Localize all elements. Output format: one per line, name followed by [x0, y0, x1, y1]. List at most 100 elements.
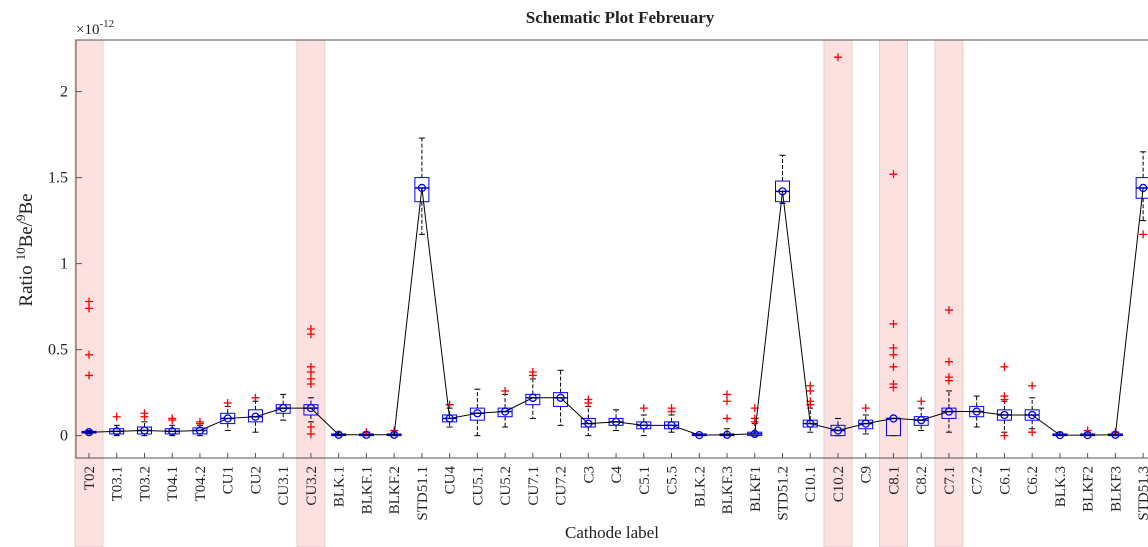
- median-marker: [972, 407, 981, 416]
- median-marker: [112, 427, 121, 436]
- outlier: [889, 383, 898, 392]
- outlier: [889, 170, 898, 179]
- y-multiplier: ×10-12: [76, 18, 114, 38]
- y-tick-label: 0: [60, 428, 68, 445]
- outlier: [944, 376, 953, 385]
- outlier: [584, 398, 593, 407]
- x-tick-label: C8.2: [914, 466, 930, 495]
- outlier: [85, 350, 93, 359]
- outlier: [1000, 431, 1009, 440]
- x-tick-label: BLKF3: [1108, 466, 1124, 512]
- x-tick-label: C6.1: [997, 466, 1013, 495]
- median-marker: [84, 428, 94, 437]
- box: [553, 392, 569, 407]
- x-tick-label: BLKF.2: [387, 466, 403, 514]
- median-marker: [778, 187, 787, 196]
- x-tick-label: C9: [859, 466, 875, 484]
- x-tick-label: CU5.2: [498, 466, 514, 506]
- median-marker: [1111, 430, 1120, 439]
- outlier: [112, 412, 121, 421]
- y-tick-label: 2: [60, 84, 68, 101]
- outlier: [85, 297, 93, 306]
- ylabel-part: Be/: [16, 220, 37, 247]
- median-marker: [1055, 430, 1065, 440]
- x-tick-label: T03.1: [110, 466, 126, 501]
- median-marker: [389, 430, 399, 439]
- median-marker: [806, 419, 815, 428]
- median-marker: [528, 393, 537, 402]
- x-tick-label: CU2: [248, 466, 264, 494]
- box: [247, 409, 263, 423]
- x-tick-label: C3: [581, 466, 597, 484]
- median-marker: [861, 419, 870, 428]
- outlier: [306, 423, 315, 432]
- x-tick-label: C10.2: [831, 466, 847, 502]
- median-marker: [334, 430, 343, 439]
- outlier: [1028, 381, 1037, 390]
- outlier: [223, 398, 232, 407]
- x-tick-label: C5.5: [665, 466, 681, 495]
- outlier: [639, 404, 648, 413]
- outlier: [1028, 428, 1037, 437]
- median-marker: [917, 416, 926, 425]
- outlier: [1000, 362, 1009, 371]
- x-tick-label: C7.2: [970, 466, 986, 495]
- outlier: [195, 419, 204, 428]
- median-marker: [195, 426, 205, 435]
- median-marker: [667, 421, 676, 430]
- outlier: [306, 429, 315, 438]
- x-tick-label: CU1: [221, 466, 237, 494]
- median-marker: [168, 427, 177, 436]
- x-tick-label: C6.2: [1025, 466, 1041, 495]
- outlier: [140, 412, 149, 421]
- median-marker: [1028, 410, 1037, 420]
- x-tick-label: BLKF1: [748, 466, 764, 512]
- outlier: [1083, 426, 1092, 435]
- median-marker: [445, 414, 454, 423]
- outlier: [889, 319, 898, 328]
- outlier: [251, 393, 260, 402]
- ylabel-part: Ratio: [16, 265, 37, 306]
- x-tick-label: BLKF.3: [720, 466, 736, 514]
- highlight-band: [296, 39, 326, 547]
- outlier: [889, 362, 898, 371]
- x-axis-label: Cathode label: [565, 523, 659, 542]
- outlier: [750, 417, 759, 426]
- x-tick-label: CU3.1: [276, 466, 292, 506]
- y-tick-label: 1: [60, 256, 68, 273]
- highlight-layer: [74, 39, 964, 547]
- median-marker: [1000, 410, 1009, 420]
- x-tick-label: BLKF.1: [359, 466, 375, 514]
- outlier: [1139, 230, 1148, 239]
- outlier: [944, 357, 953, 366]
- median-marker: [695, 430, 704, 440]
- median-marker: [611, 417, 621, 427]
- x-tick-label: BLK.3: [1053, 466, 1069, 507]
- chart-title: Schematic Plot Febreuary: [526, 8, 715, 27]
- outlier: [306, 367, 315, 376]
- x-tick-label: C10.1: [803, 466, 819, 502]
- ylabel-sup: 10: [13, 247, 28, 260]
- median-line: [88, 187, 1144, 436]
- median-marker: [639, 421, 648, 430]
- median-marker: [833, 426, 843, 435]
- x-tick-label: BLK.1: [332, 466, 348, 507]
- outlier: [723, 390, 732, 399]
- median-marker: [362, 430, 371, 439]
- median-marker: [473, 409, 482, 418]
- outlier: [501, 386, 510, 395]
- outlier: [723, 397, 732, 406]
- highlight-band: [823, 39, 853, 547]
- x-tick-label: CU7.1: [526, 466, 542, 506]
- outlier: [306, 330, 315, 339]
- x-tick-label: STD51.3: [1136, 466, 1148, 521]
- ylabel-sup: 9: [13, 215, 28, 222]
- x-tick-label: C4: [609, 466, 625, 484]
- outlier: [528, 371, 537, 380]
- plot-frame: [75, 39, 1148, 459]
- median-marker: [306, 403, 316, 413]
- box: [414, 177, 430, 203]
- y-tick-label: 1.5: [48, 170, 68, 187]
- x-tick-label: BLK.2: [692, 466, 708, 507]
